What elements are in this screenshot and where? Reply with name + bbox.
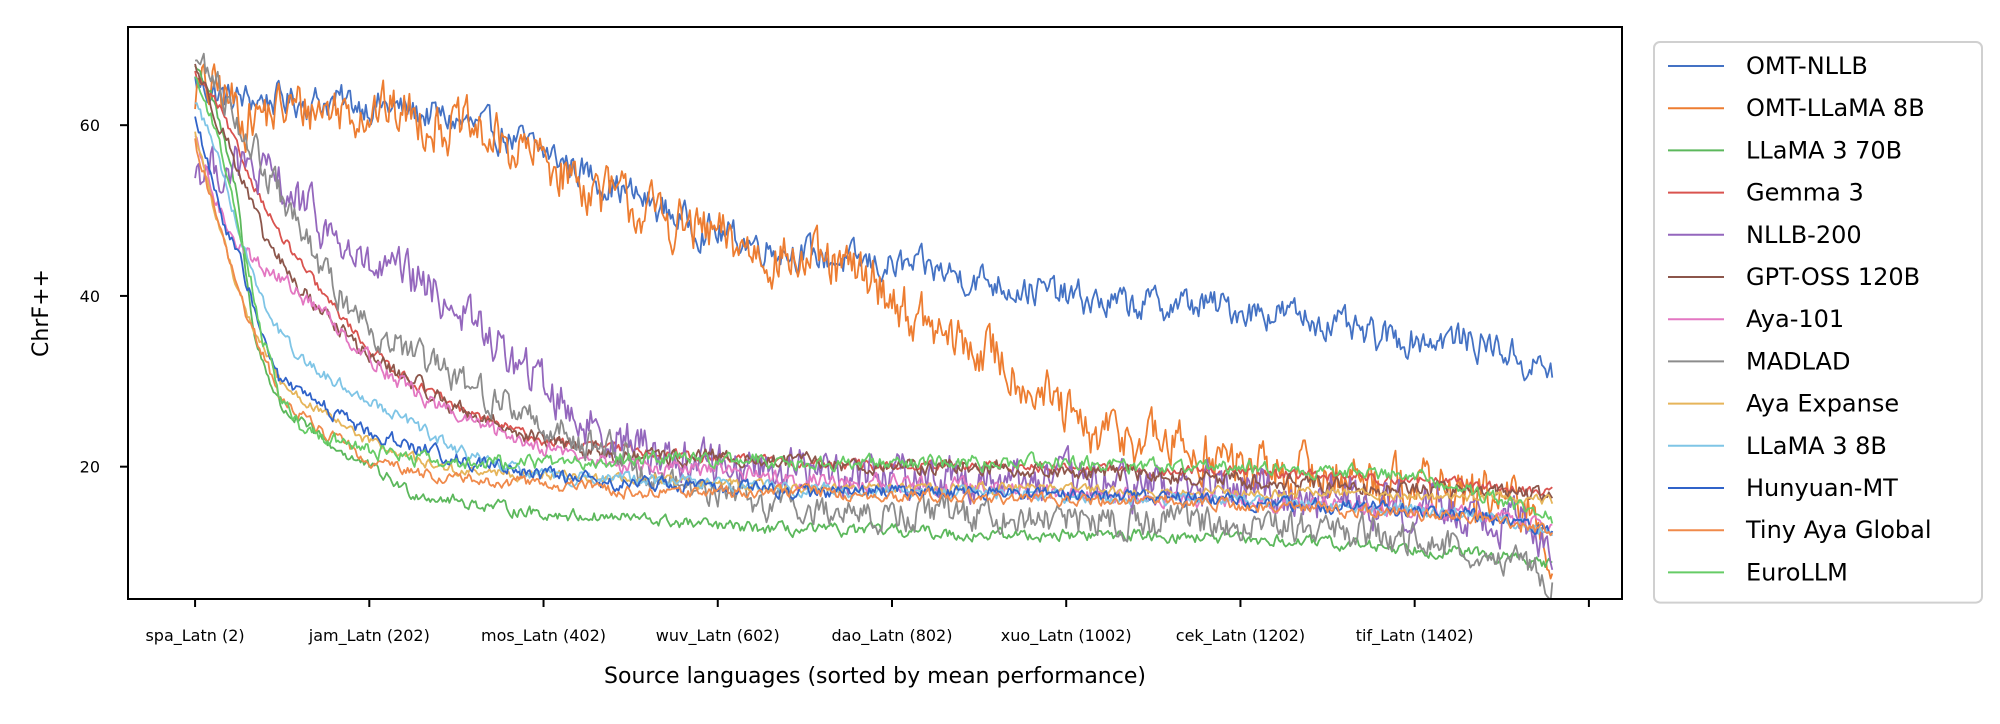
- legend-label: LLaMA 3 8B: [1746, 432, 1887, 460]
- legend-label: GPT-OSS 120B: [1746, 263, 1920, 291]
- x-tick-label: jam_Latn (202): [308, 626, 430, 646]
- series-line-eurollm: [194, 76, 1554, 524]
- series-line-aya-expanse: [194, 131, 1554, 505]
- legend-label: Aya Expanse: [1746, 390, 1899, 418]
- x-axis-label: Source languages (sorted by mean perform…: [604, 664, 1146, 689]
- plot-area-frame: [127, 26, 1623, 600]
- legend-box: [1653, 41, 1983, 604]
- legend-label: EuroLLM: [1746, 558, 1848, 586]
- legend-label: Hunyuan-MT: [1746, 474, 1898, 502]
- series-line-gemma-3: [194, 70, 1553, 497]
- series-line-aya-101: [194, 135, 1553, 532]
- x-tick-label: xuo_Latn (1002): [1001, 626, 1132, 646]
- legend-label: MADLAD: [1746, 347, 1850, 375]
- series-layer: [194, 52, 1554, 599]
- legend-label: Tiny Aya Global: [1745, 516, 1932, 544]
- x-tick-label: spa_Latn (2): [145, 626, 244, 646]
- series-line-omt-llama-8b: [194, 63, 1554, 580]
- x-tick-label: mos_Latn (402): [481, 626, 606, 646]
- legend-label: OMT-NLLB: [1746, 52, 1868, 80]
- x-tick-label: tif_Latn (1402): [1356, 626, 1474, 646]
- y-tick-label: 40: [80, 287, 100, 306]
- series-line-tiny-aya-global: [194, 138, 1554, 537]
- legend-label: LLaMA 3 70B: [1746, 136, 1902, 164]
- x-axis-ticks: spa_Latn (2) jam_Latn (202) mos_Latn (402)…: [145, 599, 1590, 646]
- series-line-madlad: [194, 52, 1554, 599]
- series-line-omt-nllb: [194, 76, 1554, 382]
- legend-label: Gemma 3: [1746, 179, 1864, 207]
- legend: OMT-NLLB OMT-LLaMA 8B LLaMA 3 70B Gemma 3 NL…: [1653, 41, 1983, 604]
- y-tick-label: 60: [80, 116, 100, 135]
- legend-label: Aya-101: [1746, 305, 1844, 333]
- y-axis-label: ChrF++: [29, 269, 54, 357]
- x-tick-label: dao_Latn (802): [831, 626, 952, 646]
- legend-label: NLLB-200: [1746, 221, 1862, 249]
- y-tick-label: 20: [80, 458, 100, 477]
- x-tick-label: cek_Latn (1202): [1176, 626, 1305, 646]
- x-tick-label: wuv_Latn (602): [656, 626, 780, 646]
- legend-label: OMT-LLaMA 8B: [1746, 94, 1925, 122]
- y-axis-ticks: 20 40 60: [80, 116, 128, 477]
